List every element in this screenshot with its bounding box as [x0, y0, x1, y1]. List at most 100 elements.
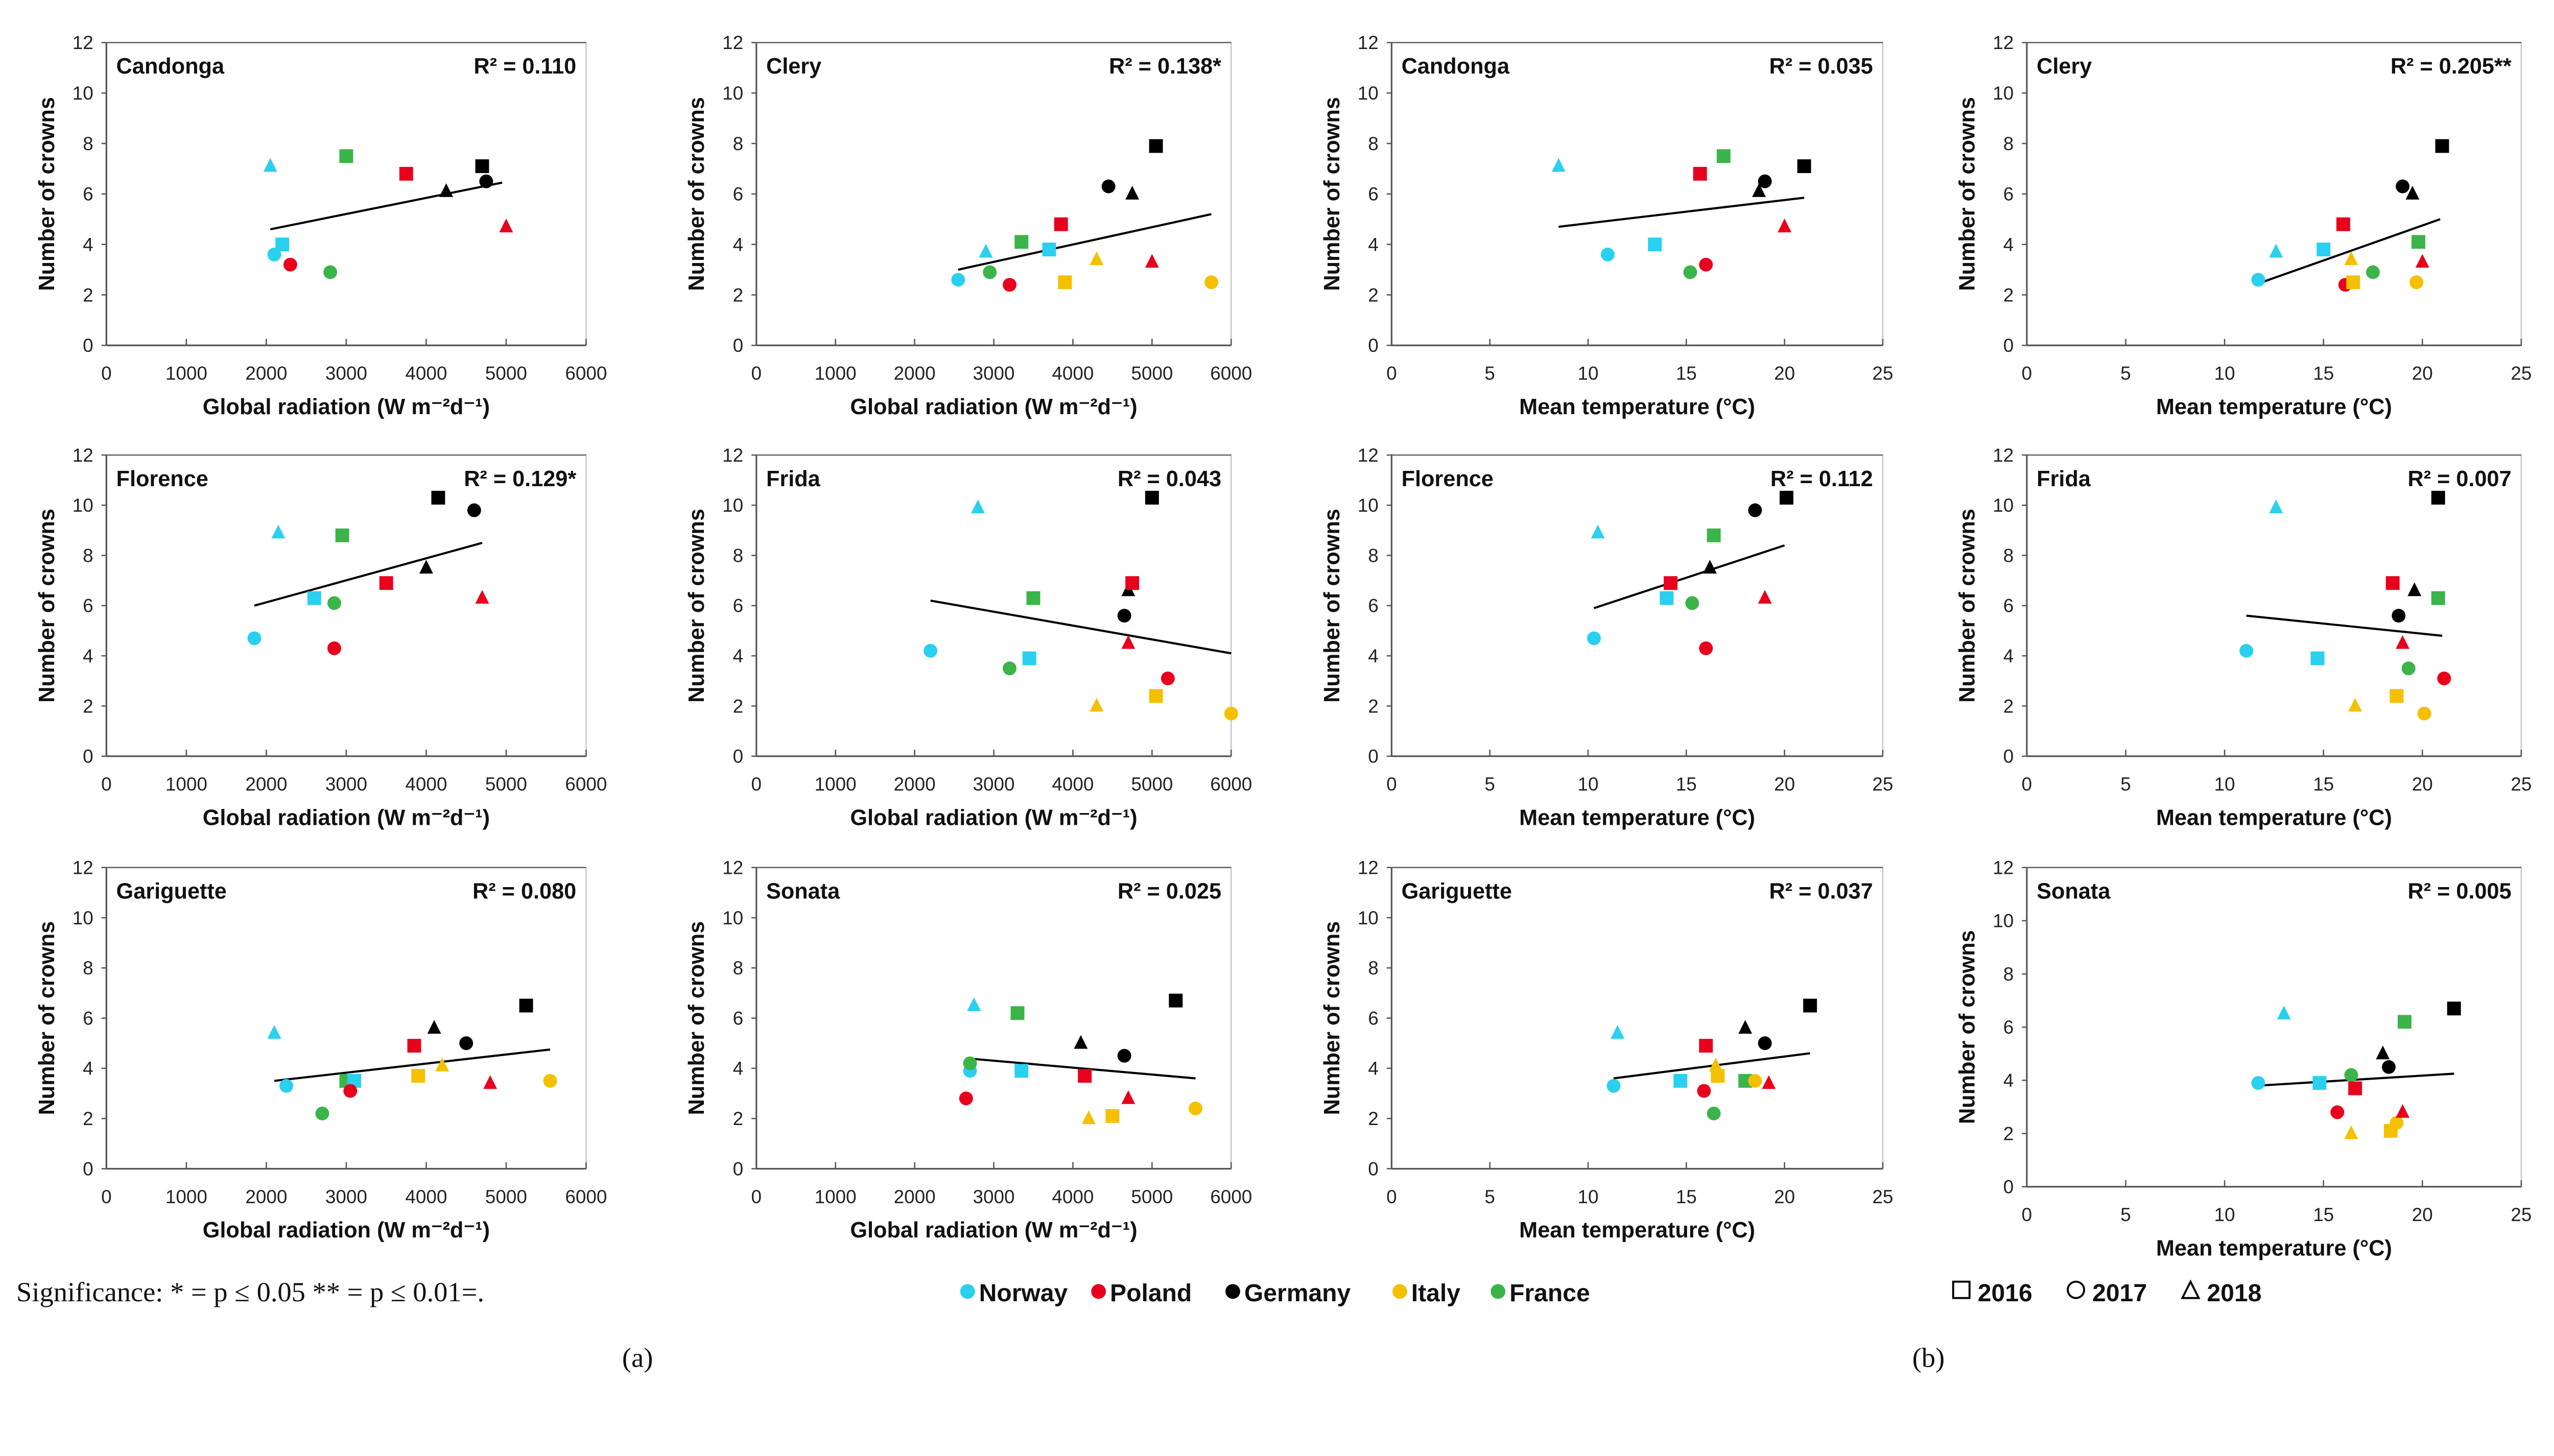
point-germany-2017: [459, 1036, 474, 1051]
x-tick-label: 1000: [815, 774, 857, 795]
point-poland-2016: [2348, 1081, 2362, 1095]
y-tick-label: 2: [83, 696, 93, 717]
point-italy-2018: [435, 1057, 450, 1071]
x-tick-label: 2000: [245, 1186, 287, 1207]
x-tick-label: 3000: [973, 774, 1015, 795]
point-poland-2017: [327, 641, 341, 655]
y-tick-label: 4: [733, 234, 744, 255]
y-tick-label: 6: [83, 595, 93, 616]
point-norway-2018: [271, 524, 286, 539]
point-poland-2018: [2396, 1104, 2410, 1118]
legend-triangle-icon: [2181, 1279, 2201, 1299]
x-tick-label: 25: [2511, 774, 2532, 795]
plot-frame: [1391, 454, 1884, 757]
point-norway-2017: [1587, 631, 1601, 646]
point-poland-2016: [2336, 217, 2350, 231]
x-tick-label: 15: [1676, 363, 1697, 384]
y-tick-label: 12: [1358, 445, 1379, 466]
panel-title: Florence: [1402, 467, 1494, 491]
point-italy-2017: [2390, 1116, 2404, 1130]
y-tick-label: 8: [83, 545, 93, 566]
y-tick-label: 12: [1358, 32, 1379, 53]
legend-swatch-norway: [960, 1284, 975, 1299]
y-tick-label: 6: [1368, 595, 1379, 616]
r-squared-label: R² = 0.007: [2407, 467, 2511, 491]
point-germany-2017: [1758, 1036, 1772, 1051]
y-tick-label: 10: [1993, 83, 2014, 104]
point-norway-2016: [1042, 243, 1056, 256]
x-tick-label: 2000: [245, 774, 287, 795]
y-tick-label: 8: [83, 133, 93, 154]
legend-swatch-italy: [1392, 1284, 1407, 1299]
y-tick-label: 2: [2003, 284, 2014, 305]
scatter-panel-8: 0 2 4 6 8 10 12 0 5 10 15 20 25 Number of crowns Mean …: [1955, 445, 2532, 830]
y-tick-label: 2: [1368, 696, 1379, 717]
trend-line: [1558, 197, 1805, 228]
x-tick-label: 5: [2120, 363, 2131, 384]
x-axis-label: Global radiation (W m⁻²d⁻¹): [850, 395, 1137, 419]
point-poland-2016: [1664, 576, 1677, 590]
x-tick-label: 5000: [1131, 774, 1173, 795]
point-norway-2016: [2312, 1076, 2327, 1090]
x-tick-label: 0: [101, 1186, 112, 1207]
y-tick-label: 12: [1993, 32, 2014, 53]
point-poland-2017: [1697, 1084, 1711, 1098]
x-tick-label: 0: [101, 363, 112, 384]
x-tick-label: 15: [2313, 774, 2334, 795]
point-poland-2018: [499, 219, 513, 232]
x-tick-label: 3000: [325, 774, 367, 795]
point-germany-2016: [1779, 491, 1793, 505]
point-italy-2016: [2346, 275, 2360, 290]
x-tick-label: 0: [2022, 363, 2032, 384]
x-tick-label: 20: [1774, 774, 1795, 795]
trend-line: [930, 600, 1232, 655]
plot-frame: [106, 454, 587, 757]
point-norway-2016: [1660, 591, 1674, 605]
y-tick-label: 8: [733, 133, 744, 154]
point-germany-2018: [2405, 185, 2420, 200]
x-tick-label: 2000: [894, 363, 936, 384]
y-axis-label: Number of crowns: [1320, 921, 1344, 1115]
point-poland-2017: [1003, 278, 1016, 292]
x-tick-label: 5: [1484, 363, 1495, 384]
y-axis-label: Number of crowns: [684, 509, 709, 703]
y-tick-label: 6: [2003, 184, 2014, 205]
point-germany-2017: [1117, 609, 1131, 623]
point-france-2017: [2401, 661, 2416, 676]
scatter-panel-9: 0 2 4 6 8 10 12 0 1000 2000 3000 4000 5000 6000 Number…: [35, 857, 607, 1243]
y-tick-label: 8: [1368, 133, 1379, 154]
y-axis-label: Number of crowns: [1955, 930, 1979, 1124]
x-tick-label: 6000: [565, 1186, 607, 1207]
y-tick-label: 10: [73, 495, 93, 516]
point-italy-2018: [2348, 698, 2362, 712]
x-axis-label: Global radiation (W m⁻²d⁻¹): [203, 1218, 490, 1243]
legend-swatch-poland: [1091, 1284, 1106, 1299]
point-germany-2017: [2392, 609, 2406, 623]
point-germany-2017: [1748, 503, 1762, 517]
panel-title: Clery: [2037, 54, 2092, 79]
y-tick-label: 8: [1368, 545, 1379, 566]
legend-label-italy: Italy: [1411, 1279, 1460, 1307]
point-germany-2016: [1145, 491, 1159, 505]
point-france-2016: [335, 528, 349, 542]
trend-line: [1593, 544, 1785, 609]
scatter-panel-6: 0 2 4 6 8 10 12 0 1000 2000 3000 4000 5000 6000 Number…: [684, 445, 1252, 830]
y-tick-label: 12: [1993, 445, 2014, 466]
y-tick-label: 10: [722, 908, 743, 928]
point-italy-2018: [2344, 251, 2358, 266]
point-germany-2017: [467, 503, 481, 517]
y-tick-label: 6: [83, 1008, 93, 1029]
point-norway-2018: [1551, 158, 1566, 172]
point-poland-2017: [1699, 641, 1713, 655]
y-tick-label: 10: [1358, 495, 1379, 516]
y-tick-label: 10: [1358, 908, 1379, 928]
point-poland-2017: [2330, 1105, 2345, 1119]
x-tick-label: 6000: [565, 774, 607, 795]
point-poland-2016: [1054, 217, 1068, 231]
y-tick-label: 8: [83, 958, 93, 978]
x-tick-label: 15: [2313, 363, 2334, 384]
y-tick-label: 6: [1368, 184, 1379, 205]
point-norway-2017: [1606, 1079, 1621, 1093]
panel-label-b: (b): [1912, 1342, 1945, 1373]
